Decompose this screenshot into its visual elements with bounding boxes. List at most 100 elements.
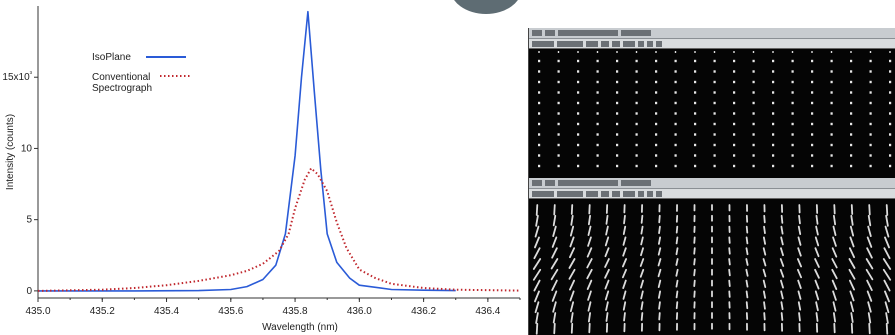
- image-streak: [762, 258, 767, 267]
- image-streak: [675, 247, 679, 256]
- image-spot: [635, 112, 638, 115]
- image-spot: [752, 59, 755, 63]
- image-spot: [889, 80, 892, 84]
- image-streak: [604, 279, 610, 290]
- image-streak: [762, 236, 767, 245]
- image-spot: [596, 122, 599, 126]
- image-streak: [762, 290, 767, 299]
- image-streak: [551, 236, 558, 248]
- image-spot: [674, 164, 677, 168]
- image-spot: [538, 164, 541, 168]
- image-streak: [814, 247, 820, 258]
- image-spot: [596, 133, 599, 136]
- image-streak: [552, 312, 557, 324]
- image-spot: [869, 112, 872, 115]
- image-spot: [616, 59, 619, 63]
- image-spot: [830, 143, 833, 147]
- image-spot: [538, 101, 541, 105]
- image-spot: [889, 101, 892, 105]
- image-streak: [762, 279, 767, 288]
- image-streak: [535, 204, 539, 216]
- image-spot: [869, 101, 872, 105]
- image-streak: [605, 312, 609, 322]
- image-spot: [694, 154, 697, 157]
- image-spot: [811, 112, 814, 115]
- image-streak: [780, 279, 784, 289]
- image-spot: [850, 80, 853, 84]
- image-spot: [538, 154, 541, 157]
- image-streak: [622, 225, 627, 235]
- image-streak: [639, 268, 645, 278]
- image-streak: [763, 214, 766, 224]
- x-tick-label: 436.2: [411, 306, 436, 317]
- image-spot: [830, 122, 833, 126]
- image-spot: [791, 154, 794, 157]
- image-spot: [791, 101, 794, 105]
- image-streak: [728, 268, 731, 277]
- spot-image: [529, 49, 895, 178]
- image-streak: [604, 258, 610, 268]
- camera-image-spots: [528, 28, 895, 178]
- image-spot: [557, 101, 560, 105]
- image-streak: [745, 279, 749, 288]
- image-spot: [850, 133, 853, 136]
- image-spot: [830, 164, 833, 168]
- image-spot: [557, 59, 560, 63]
- image-spot: [713, 143, 716, 147]
- image-streak: [568, 258, 576, 269]
- image-spot: [694, 112, 697, 115]
- image-spot: [694, 59, 697, 63]
- image-spot: [577, 154, 580, 157]
- image-streak: [797, 279, 802, 289]
- image-streak: [779, 268, 785, 278]
- image-streak: [745, 236, 749, 245]
- image-streak: [780, 290, 784, 300]
- image-spot: [655, 133, 658, 136]
- streak-image: [529, 199, 895, 335]
- image-streak: [587, 225, 592, 236]
- image-spot: [830, 133, 833, 136]
- image-spot: [772, 154, 775, 157]
- image-streak: [675, 279, 679, 288]
- image-spot: [811, 164, 814, 168]
- image-spot: [791, 133, 794, 136]
- image-spot: [538, 59, 541, 63]
- image-spot: [850, 70, 853, 73]
- image-streak: [622, 236, 627, 246]
- image-streak: [815, 301, 819, 312]
- image-spot: [889, 59, 892, 63]
- image-spot: [577, 122, 580, 126]
- image-spot: [772, 122, 775, 126]
- image-spot: [694, 143, 697, 147]
- image-spot: [772, 91, 775, 94]
- image-streak: [550, 258, 559, 270]
- image-streak: [532, 268, 542, 281]
- image-spot: [635, 154, 638, 157]
- image-streak: [745, 225, 749, 234]
- image-spot: [733, 70, 736, 73]
- image-streak: [569, 236, 575, 248]
- image-spot: [733, 164, 736, 168]
- image-streak: [814, 258, 820, 268]
- image-streak: [745, 290, 749, 299]
- image-streak: [551, 247, 558, 259]
- image-streak: [814, 268, 820, 279]
- image-spot: [830, 80, 833, 84]
- image-streak: [780, 312, 784, 321]
- image-streak: [867, 301, 872, 313]
- image-streak: [621, 258, 628, 268]
- image-streak: [675, 225, 679, 234]
- image-spot: [655, 59, 658, 63]
- image-spot: [889, 112, 892, 115]
- image-spot: [635, 80, 638, 84]
- image-streak: [832, 225, 837, 236]
- image-spot: [616, 70, 619, 73]
- spectrum-chart: 435.0 435.2 435.4 435.6 435.8 436.0 436.2 436.4…: [2, 6, 521, 333]
- image-streak: [640, 225, 644, 235]
- image-spot: [889, 133, 892, 136]
- image-streak: [657, 268, 662, 278]
- image-streak: [569, 290, 575, 302]
- image-spot: [674, 122, 677, 126]
- image-streak: [868, 204, 871, 216]
- image-spot: [830, 112, 833, 115]
